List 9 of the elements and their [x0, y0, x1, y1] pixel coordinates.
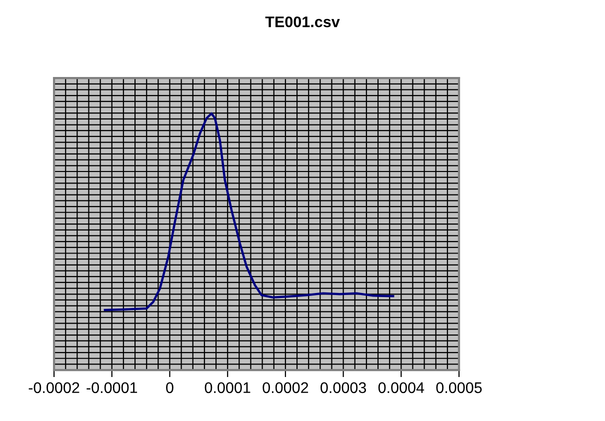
- x-tick-label: 0.0003: [320, 382, 366, 394]
- x-tick-label: -0.0001: [86, 382, 138, 394]
- x-tick-label: 0: [166, 382, 174, 394]
- x-tick-label: 0.0002: [262, 382, 308, 394]
- chart-title: TE001.csv: [265, 16, 340, 28]
- x-tick-label: 0.0004: [378, 382, 424, 394]
- x-tick-label: 0.0005: [436, 382, 482, 394]
- x-tick-label: -0.0002: [28, 382, 80, 394]
- x-tick-label: 0.0001: [204, 382, 250, 394]
